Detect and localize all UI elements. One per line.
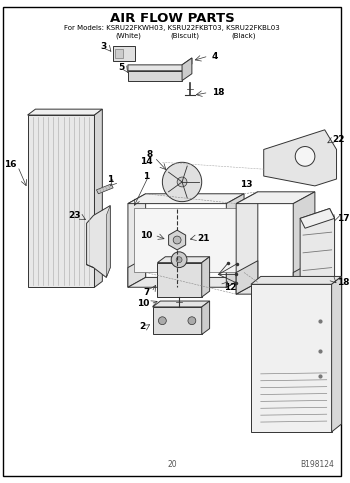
Polygon shape xyxy=(128,194,146,287)
Text: 8: 8 xyxy=(146,150,153,159)
Text: 21: 21 xyxy=(197,234,209,242)
Text: 1: 1 xyxy=(107,175,113,184)
Text: 16: 16 xyxy=(4,160,16,169)
Text: (Black): (Black) xyxy=(232,32,256,39)
Polygon shape xyxy=(226,258,244,287)
Polygon shape xyxy=(236,283,315,294)
Bar xyxy=(251,284,331,432)
Polygon shape xyxy=(153,301,210,307)
Bar xyxy=(153,307,202,335)
Polygon shape xyxy=(202,257,210,297)
Polygon shape xyxy=(94,109,102,287)
Text: 14: 14 xyxy=(140,157,153,166)
Text: 13: 13 xyxy=(240,180,252,189)
Polygon shape xyxy=(128,258,146,287)
Circle shape xyxy=(188,317,196,325)
Text: 10: 10 xyxy=(140,230,153,240)
Polygon shape xyxy=(97,184,113,194)
Circle shape xyxy=(159,317,166,325)
Circle shape xyxy=(329,280,337,288)
Polygon shape xyxy=(236,261,258,294)
Polygon shape xyxy=(293,192,315,294)
Bar xyxy=(115,49,123,58)
Polygon shape xyxy=(128,277,244,287)
Polygon shape xyxy=(226,194,244,287)
Circle shape xyxy=(176,257,182,263)
Text: 17: 17 xyxy=(337,214,349,223)
Polygon shape xyxy=(331,276,342,432)
Circle shape xyxy=(162,162,202,201)
Polygon shape xyxy=(251,276,342,284)
Circle shape xyxy=(295,146,315,166)
Text: 22: 22 xyxy=(332,135,345,144)
Polygon shape xyxy=(293,261,315,294)
Polygon shape xyxy=(182,58,192,81)
Polygon shape xyxy=(236,192,258,294)
Text: (White): (White) xyxy=(115,32,141,39)
Text: B198124: B198124 xyxy=(301,460,335,469)
Text: 20: 20 xyxy=(167,460,177,469)
Text: (Biscuit): (Biscuit) xyxy=(170,32,199,39)
Polygon shape xyxy=(28,109,102,115)
Polygon shape xyxy=(202,301,210,335)
Polygon shape xyxy=(128,194,244,204)
Polygon shape xyxy=(134,208,238,272)
Text: 18: 18 xyxy=(337,278,349,287)
Text: 23: 23 xyxy=(68,211,81,220)
Circle shape xyxy=(177,177,187,187)
Polygon shape xyxy=(158,257,210,263)
Polygon shape xyxy=(236,192,315,204)
Polygon shape xyxy=(106,206,110,277)
Polygon shape xyxy=(128,71,182,81)
Polygon shape xyxy=(300,209,335,292)
Bar xyxy=(158,263,202,297)
Text: 2: 2 xyxy=(139,322,146,331)
Polygon shape xyxy=(300,209,335,228)
Text: 4: 4 xyxy=(211,52,218,60)
Text: 5: 5 xyxy=(119,63,125,72)
Text: 3: 3 xyxy=(100,42,106,51)
Polygon shape xyxy=(169,230,186,250)
Text: For Models: KSRU22FKWH03, KSRU22FKBT03, KSRU22FKBL03: For Models: KSRU22FKWH03, KSRU22FKBT03, … xyxy=(64,26,280,31)
Polygon shape xyxy=(264,130,337,186)
Text: 10: 10 xyxy=(137,299,149,309)
Text: 1: 1 xyxy=(143,171,149,181)
Text: 12: 12 xyxy=(224,283,237,292)
Bar xyxy=(113,46,135,61)
Text: 18: 18 xyxy=(211,88,224,97)
Circle shape xyxy=(173,236,181,244)
Bar xyxy=(28,115,94,287)
Text: 7: 7 xyxy=(143,288,149,297)
Polygon shape xyxy=(86,206,110,277)
Circle shape xyxy=(171,252,187,268)
Text: AIR FLOW PARTS: AIR FLOW PARTS xyxy=(110,12,234,25)
Polygon shape xyxy=(128,58,192,71)
